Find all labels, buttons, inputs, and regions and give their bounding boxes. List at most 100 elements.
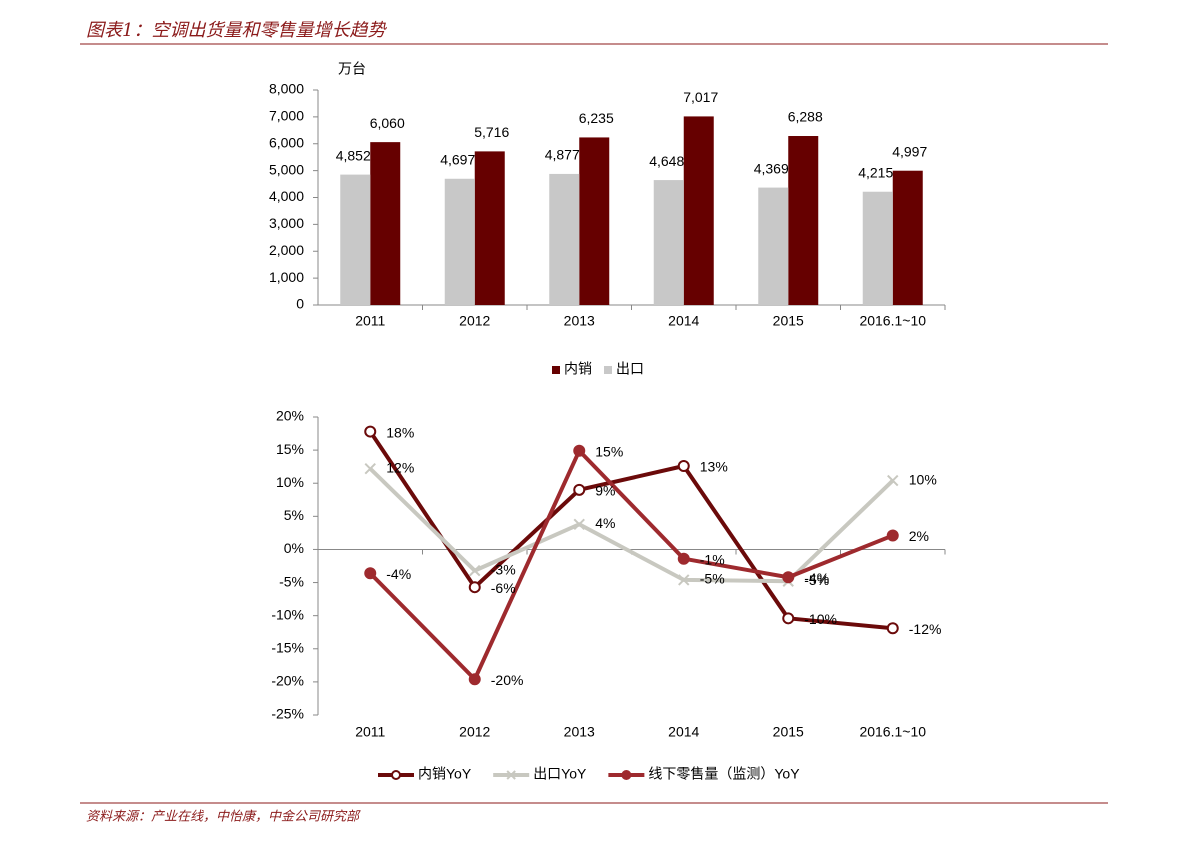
x-tick-label: 2013 [564, 313, 595, 329]
marker [573, 444, 586, 457]
x-tick-label: 2011 [355, 724, 385, 740]
legend-marker [506, 770, 516, 780]
legend-label: 内销YoY [418, 766, 472, 782]
value-label: -5% [700, 571, 725, 587]
value-label: 4,648 [649, 153, 684, 169]
bar [653, 180, 684, 305]
marker [469, 564, 481, 577]
bar [549, 173, 580, 305]
x-tick-label: 2015 [773, 724, 804, 740]
x-tick-label: 2016.1~10 [859, 313, 926, 329]
marker [678, 574, 690, 586]
value-label: 2% [909, 528, 929, 544]
marker [677, 552, 690, 565]
value-label: 15% [595, 443, 623, 459]
x-tick-label: 2013 [564, 724, 595, 740]
y-tick-label: 4,000 [269, 188, 304, 204]
bar [579, 137, 610, 305]
marker [887, 474, 899, 487]
value-label: 5,716 [474, 124, 509, 140]
legend-label: 内销 [564, 361, 592, 377]
y-tick-label: 20% [276, 408, 304, 424]
source-note: 资料来源：产业在线，中怡康，中金公司研究部 [86, 809, 361, 825]
value-label: 4,877 [545, 147, 580, 163]
marker [364, 567, 377, 580]
bar [340, 174, 371, 305]
value-label: 6,288 [788, 109, 823, 125]
legend-marker [391, 770, 401, 780]
value-label: -4% [804, 570, 829, 586]
legend-label: 出口 [616, 361, 644, 377]
value-label: -20% [491, 672, 524, 688]
x-tick-label: 2016.1~10 [859, 724, 926, 740]
legend-label: 线下零售量（监测）YoY [648, 766, 800, 782]
y-axis-label: 万台 [338, 61, 366, 77]
value-label: 4,852 [336, 147, 371, 163]
x-tick-label: 2011 [355, 313, 385, 329]
value-label: -5% [804, 572, 829, 588]
marker [677, 460, 690, 473]
y-tick-label: -20% [271, 673, 304, 689]
value-label: 4,369 [754, 160, 789, 176]
y-tick-label: 6,000 [269, 134, 304, 150]
y-tick-label: 10% [276, 474, 304, 490]
bar [474, 151, 505, 305]
series-line [368, 467, 895, 584]
x-tick-label: 2015 [773, 313, 804, 329]
bar [862, 191, 893, 305]
bar [683, 116, 714, 305]
y-tick-label: 7,000 [269, 108, 304, 124]
series-line [368, 448, 894, 682]
y-tick-label: 8,000 [269, 81, 304, 97]
y-tick-label: -5% [279, 573, 304, 589]
y-tick-label: 1,000 [269, 269, 304, 285]
marker [886, 622, 899, 635]
value-label: -1% [700, 551, 725, 567]
marker [468, 581, 481, 594]
y-tick-label: 3,000 [269, 215, 304, 231]
page-title: 图表1：空调出货量和零售量增长趋势 [86, 20, 387, 41]
marker [364, 462, 376, 475]
legend-swatch [604, 366, 612, 374]
bar [370, 142, 401, 305]
value-label: -10% [804, 611, 837, 627]
x-tick-label: 2014 [668, 313, 699, 329]
legend-label: 出口YoY [533, 766, 587, 782]
y-tick-label: 0 [296, 296, 304, 312]
value-label: 6,060 [370, 115, 405, 131]
y-tick-label: -25% [271, 706, 304, 722]
bar [758, 187, 789, 305]
y-tick-label: 15% [276, 441, 304, 457]
legend-swatch [552, 366, 560, 374]
series-line [368, 430, 893, 631]
x-tick-label: 2012 [459, 313, 490, 329]
x-tick-label: 2014 [668, 724, 699, 740]
bar [892, 170, 923, 305]
legend-marker [621, 770, 632, 780]
value-label: 4,997 [892, 143, 927, 159]
marker [468, 673, 481, 686]
marker [886, 529, 899, 542]
value-label: 4% [595, 515, 615, 531]
bar [788, 136, 819, 305]
value-label: -12% [909, 621, 942, 637]
marker [364, 425, 377, 438]
y-tick-label: 0% [284, 540, 304, 556]
y-tick-label: 2,000 [269, 242, 304, 258]
value-label: 10% [909, 471, 937, 487]
bar [444, 178, 475, 305]
x-tick-label: 2012 [459, 724, 490, 740]
value-label: 13% [700, 459, 728, 475]
value-label: -6% [491, 580, 516, 596]
marker [782, 612, 795, 625]
value-label: 7,017 [683, 89, 718, 105]
value-label: -3% [491, 561, 516, 577]
value-label: 9% [595, 483, 615, 499]
value-label: -4% [386, 566, 411, 582]
value-label: 4,215 [858, 164, 893, 180]
marker [573, 483, 586, 496]
y-tick-label: 5% [284, 507, 304, 523]
y-tick-label: 5,000 [269, 161, 304, 177]
marker [782, 571, 795, 584]
